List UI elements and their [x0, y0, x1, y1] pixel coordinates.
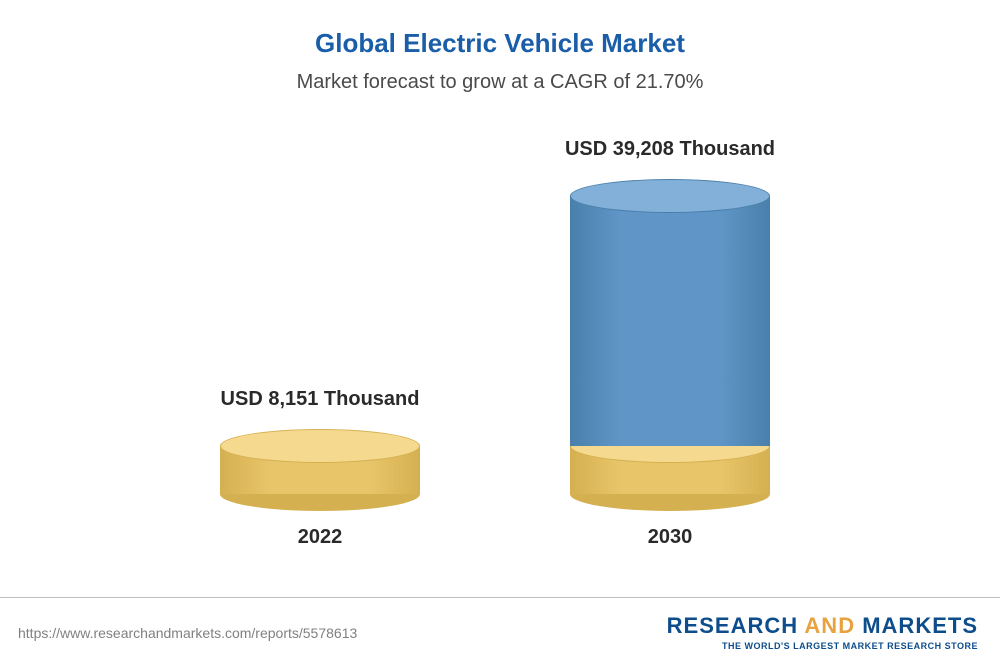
value-label: USD 39,208 Thousand [540, 138, 800, 161]
brand-markets: MARKETS [862, 613, 978, 638]
brand-tagline: THE WORLD'S LARGEST MARKET RESEARCH STOR… [667, 641, 978, 651]
source-url: https://www.researchandmarkets.com/repor… [18, 625, 357, 641]
brand-and: AND [804, 613, 855, 638]
brand-name: RESEARCH AND MARKETS [667, 614, 978, 638]
year-label: 2022 [220, 526, 420, 549]
chart-subtitle: Market forecast to grow at a CAGR of 21.… [40, 71, 960, 94]
brand-research: RESEARCH [667, 613, 798, 638]
cylinder-segment [570, 196, 770, 446]
value-label: USD 8,151 Thousand [190, 388, 450, 411]
year-label: 2030 [570, 526, 770, 549]
footer: https://www.researchandmarkets.com/repor… [0, 597, 1000, 667]
cylinder-top-ellipse [220, 429, 420, 463]
cylinder-bar: USD 8,151 Thousand2022 [220, 412, 420, 494]
cylinder-top-ellipse [570, 179, 770, 213]
chart-title: Global Electric Vehicle Market [40, 28, 960, 59]
brand-block: RESEARCH AND MARKETS THE WORLD'S LARGEST… [667, 614, 978, 650]
cylinder-bar: USD 39,208 Thousand2030 [570, 162, 770, 494]
chart-area: USD 8,151 Thousand2022 USD 39,208 Thousan… [40, 114, 960, 544]
main-container: Global Electric Vehicle Market Market fo… [0, 0, 1000, 667]
